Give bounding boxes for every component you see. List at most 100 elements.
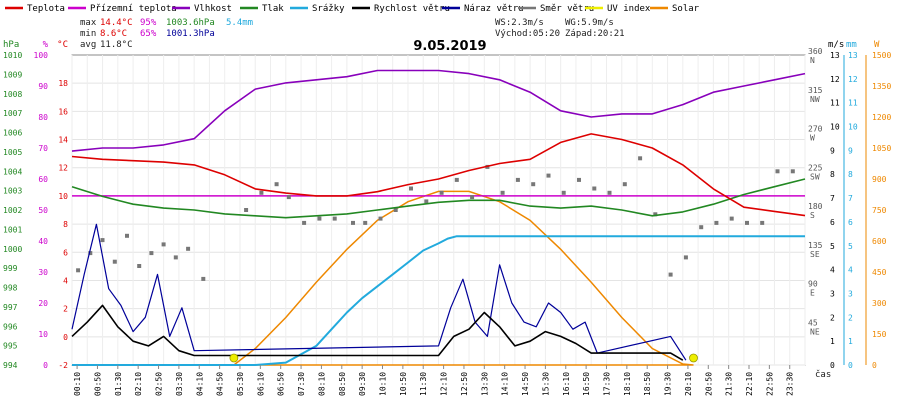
x-tick-label-1: 00:50 (94, 372, 103, 396)
direction-tick-deg-2: 135 (808, 241, 823, 250)
x-tick-label-10: 06:50 (277, 372, 286, 396)
series-layer (71, 69, 806, 366)
pressure-axis-unit: hPa (3, 40, 19, 50)
rain-tick-11: 11 (848, 99, 858, 108)
uv-marker-1 (689, 353, 698, 363)
x-tick-label-18: 12:10 (440, 372, 449, 396)
direction-point-8 (173, 255, 178, 260)
wind-tick-1: 1 (830, 337, 835, 346)
direction-tick-dir-0: NE (810, 327, 820, 336)
sunset: Západ:20:21 (565, 29, 625, 39)
direction-point-25 (454, 177, 459, 182)
direction-tick-deg-1: 90 (808, 280, 818, 289)
x-tick-label-3: 02:10 (134, 372, 143, 396)
direction-point-20 (378, 216, 383, 221)
avg-label: avg (80, 40, 96, 50)
direction-tick-dir-7: N (810, 56, 815, 65)
legend-label-8: UV index (607, 4, 651, 14)
pressure-tick-8: 1002 (3, 206, 22, 215)
rain-tick-12: 12 (848, 75, 858, 84)
direction-tick-dir-2: SE (810, 250, 820, 259)
rain-tick-1: 1 (848, 337, 853, 346)
humidity-tick-3: 30 (38, 268, 48, 277)
rain-tick-6: 6 (848, 218, 853, 227)
direction-point-31 (546, 173, 551, 178)
max-hum: 95% (140, 18, 157, 28)
humidity-tick-6: 60 (38, 175, 48, 184)
chart-title: 9.05.2019 (413, 39, 486, 54)
direction-point-13 (274, 182, 279, 187)
direction-tick-dir-4: SW (810, 172, 820, 181)
min-hum: 65% (140, 29, 157, 39)
series-wind-gust (71, 223, 687, 361)
pressure-tick-6: 1000 (3, 245, 22, 254)
humidity-tick-8: 80 (38, 113, 48, 122)
direction-point-4 (125, 233, 129, 238)
wind-tick-12: 12 (830, 75, 840, 84)
x-tick-label-25: 16:50 (582, 372, 591, 396)
wind-tick-0: 0 (830, 361, 835, 370)
humidity-tick-9: 90 (38, 82, 48, 91)
direction-point-1 (88, 251, 93, 256)
rain-tick-5: 5 (848, 242, 853, 251)
temperature-tick-0: -2 (58, 361, 68, 370)
solar-tick-6: 900 (872, 175, 887, 184)
direction-tick-deg-7: 360 (808, 47, 823, 56)
direction-point-33 (577, 177, 581, 182)
direction-point-43 (729, 216, 734, 221)
temperature-tick-7: 12 (58, 164, 68, 173)
x-tick-label-7: 04:50 (216, 372, 225, 396)
direction-point-12 (259, 190, 264, 195)
min-label: min (80, 29, 96, 39)
direction-point-11 (244, 208, 249, 212)
legend-label-9: Solar (672, 4, 700, 14)
x-tick-label-31: 20:50 (704, 372, 713, 396)
direction-point-28 (500, 190, 505, 195)
x-tick-label-11: 07:30 (297, 372, 306, 396)
direction-tick-deg-0: 45 (808, 318, 818, 327)
x-axis-label: čas (815, 369, 831, 380)
x-tick-label-8: 05:30 (236, 372, 245, 396)
x-tick-label-34: 22:50 (765, 372, 774, 396)
rain-tick-3: 3 (848, 289, 853, 298)
solar-tick-7: 1050 (872, 144, 891, 153)
temperature-tick-6: 10 (58, 192, 68, 201)
x-tick-label-17: 11:30 (419, 372, 428, 396)
humidity-tick-4: 40 (38, 237, 48, 246)
pressure-tick-9: 1003 (3, 187, 22, 196)
x-tick-label-28: 18:50 (643, 372, 652, 396)
max-temp: 14.4°C (100, 18, 133, 28)
direction-point-21 (393, 208, 398, 212)
min-press: 1001.3hPa (166, 29, 215, 39)
rain-tick-4: 4 (848, 266, 853, 275)
humidity-tick-7: 70 (38, 144, 48, 153)
pressure-tick-0: 994 (3, 361, 18, 370)
x-tick-label-24: 16:10 (562, 372, 571, 396)
direction-point-23 (424, 199, 429, 204)
legend-label-5: Rychlost větru (374, 4, 450, 14)
direction-point-24 (439, 190, 444, 195)
x-tick-label-27: 18:10 (623, 372, 632, 396)
solar-tick-3: 450 (872, 268, 887, 277)
rain-tick-7: 7 (848, 194, 853, 203)
legend: Teplota Přízemní teplota Vlhkost Tlak Srážky… (5, 4, 700, 14)
wind-tick-8: 8 (830, 170, 835, 179)
axes: hPa9949959969979989991000100110021003100… (3, 40, 891, 370)
x-tick-label-15: 10:10 (379, 372, 388, 396)
direction-point-36 (622, 182, 627, 187)
x-tick-label-35: 23:30 (786, 372, 795, 396)
x-tick-label-29: 19:30 (664, 372, 673, 396)
rain-tick-2: 2 (848, 313, 853, 322)
legend-label-7: Směr větru (540, 4, 594, 14)
solar-tick-0: 0 (872, 361, 877, 370)
solar-axis-unit: W (874, 40, 880, 50)
pressure-tick-12: 1006 (3, 129, 22, 138)
x-tick-label-20: 13:30 (480, 372, 489, 396)
direction-point-26 (470, 195, 475, 200)
direction-point-2 (100, 238, 105, 243)
temperature-tick-5: 8 (63, 220, 68, 229)
avg-temp: 11.8°C (100, 40, 133, 50)
max-rain: 5.4mm (226, 18, 253, 28)
